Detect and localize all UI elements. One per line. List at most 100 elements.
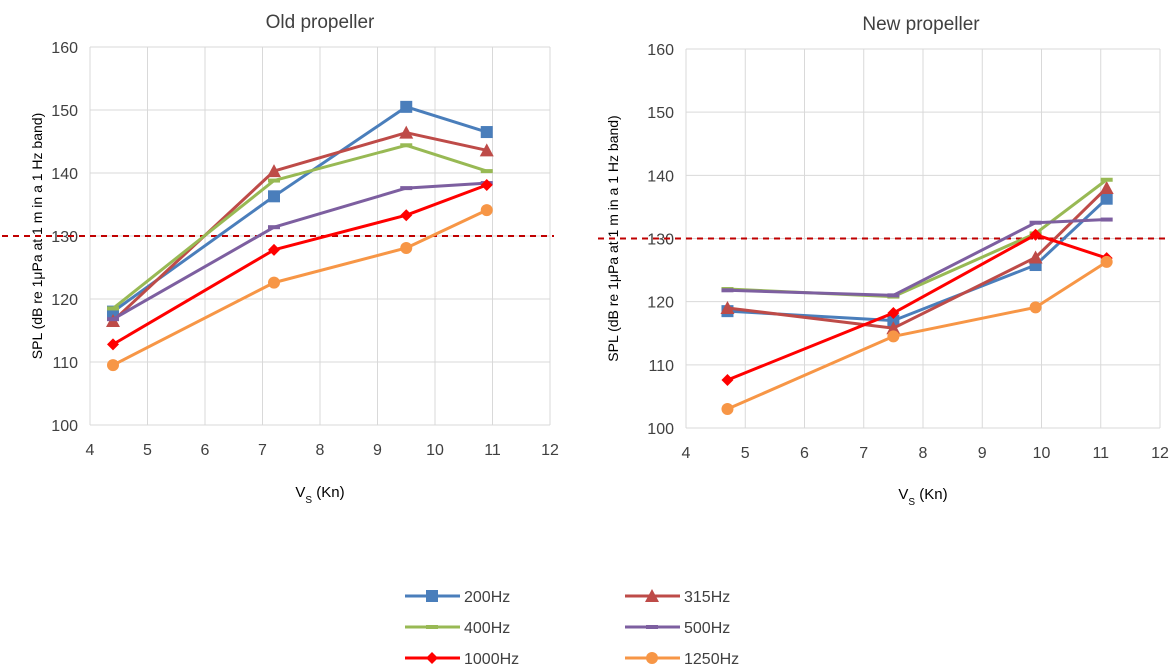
data-point bbox=[400, 143, 413, 148]
y-tick-label: 110 bbox=[52, 355, 78, 372]
data-point bbox=[400, 241, 413, 254]
x-tick-label: 6 bbox=[201, 442, 210, 459]
y-tick-label: 160 bbox=[51, 40, 78, 57]
data-point bbox=[1100, 177, 1113, 182]
series-line bbox=[112, 143, 488, 310]
data-point bbox=[720, 300, 735, 314]
legend-marker bbox=[426, 652, 438, 664]
data-point bbox=[1100, 217, 1113, 222]
series-line bbox=[727, 197, 1108, 323]
x-tick-label: 6 bbox=[800, 445, 809, 462]
x-axis-label: VS (Kn) bbox=[295, 484, 344, 506]
x-tick-label: 11 bbox=[484, 442, 501, 459]
y-tick-label: 140 bbox=[647, 168, 674, 185]
y-tick-label: 120 bbox=[51, 292, 78, 309]
y-tick-label: 130 bbox=[51, 229, 78, 246]
data-point bbox=[1028, 250, 1043, 264]
data-point bbox=[1100, 192, 1113, 205]
data-point bbox=[107, 317, 119, 322]
data-point bbox=[480, 126, 493, 139]
y-tick-label: 150 bbox=[51, 103, 78, 120]
data-point bbox=[887, 314, 900, 327]
data-point bbox=[268, 178, 280, 183]
data-point bbox=[887, 307, 900, 320]
data-point bbox=[1029, 228, 1042, 241]
y-tick-label: 150 bbox=[647, 105, 674, 122]
data-point bbox=[480, 169, 493, 174]
legend: 200Hz 315Hz 400Hz 500Hz 1000Hz 1250Hz bbox=[405, 589, 739, 666]
legend-entry: 1000Hz bbox=[405, 651, 519, 666]
series-line bbox=[726, 233, 1108, 382]
x-tick-label: 8 bbox=[919, 445, 928, 462]
series-1250Hz bbox=[721, 255, 1113, 416]
series-200Hz bbox=[721, 192, 1113, 327]
data-point bbox=[479, 143, 494, 157]
legend-label: 400Hz bbox=[464, 620, 510, 637]
series-315Hz bbox=[720, 180, 1114, 335]
series-1000Hz bbox=[721, 228, 1113, 386]
y-tick-label: 120 bbox=[647, 295, 674, 312]
legend-marker bbox=[426, 590, 438, 602]
x-tick-label: 7 bbox=[859, 445, 868, 462]
series-1000Hz bbox=[107, 178, 493, 351]
y-tick-label: 110 bbox=[648, 358, 674, 375]
data-point bbox=[887, 293, 900, 298]
legend-marker bbox=[646, 652, 658, 664]
series-line bbox=[112, 181, 487, 321]
legend-label: 1000Hz bbox=[464, 651, 519, 666]
series-line bbox=[111, 131, 488, 323]
chart-title: New propeller bbox=[862, 14, 980, 35]
series-1250Hz bbox=[107, 204, 493, 372]
data-point bbox=[887, 330, 900, 343]
legend-label: 500Hz bbox=[684, 620, 730, 637]
legend-entry: 500Hz bbox=[625, 620, 730, 637]
x-tick-label: 4 bbox=[86, 442, 95, 459]
x-axis-label: VS (Kn) bbox=[898, 486, 947, 508]
data-point bbox=[886, 321, 901, 335]
data-point bbox=[268, 190, 280, 203]
x-tick-label: 9 bbox=[373, 442, 382, 459]
data-point bbox=[480, 178, 493, 191]
data-point bbox=[399, 125, 414, 139]
legend-entry: 315Hz bbox=[625, 589, 730, 606]
series-line bbox=[727, 186, 1108, 330]
data-point bbox=[721, 403, 734, 416]
data-point bbox=[107, 338, 119, 351]
data-point bbox=[480, 204, 493, 217]
data-point bbox=[268, 276, 280, 289]
legend-marker bbox=[645, 589, 659, 602]
x-tick-label: 5 bbox=[143, 442, 152, 459]
x-tick-label: 8 bbox=[316, 442, 325, 459]
data-point bbox=[1029, 220, 1042, 225]
data-point bbox=[107, 306, 119, 311]
data-point bbox=[107, 359, 119, 372]
legend-entry: 400Hz bbox=[405, 620, 510, 637]
y-tick-label: 100 bbox=[51, 418, 78, 435]
legend-entry: 1250Hz bbox=[625, 651, 739, 666]
x-tick-label: 12 bbox=[541, 442, 559, 459]
data-point bbox=[268, 243, 280, 256]
data-point bbox=[400, 186, 413, 191]
series-line bbox=[727, 218, 1107, 297]
chart-old-propeller: 100 110 120 130 140 150 160 4 5 6 7 8 9 10 11 12 Old pro… bbox=[2, 12, 559, 506]
data-point bbox=[1100, 255, 1113, 268]
series-line bbox=[112, 183, 488, 346]
series-400Hz bbox=[107, 143, 493, 311]
legend-marker bbox=[646, 625, 658, 629]
series-line bbox=[112, 208, 488, 367]
x-tick-label: 7 bbox=[258, 442, 267, 459]
data-point bbox=[721, 373, 734, 386]
legend-label: 200Hz bbox=[464, 589, 510, 606]
y-tick-label: 130 bbox=[647, 232, 674, 249]
x-tick-label: 10 bbox=[426, 442, 444, 459]
x-tick-label: 10 bbox=[1033, 445, 1051, 462]
chart-title: Old propeller bbox=[266, 12, 375, 33]
series-line bbox=[726, 260, 1108, 411]
data-point bbox=[267, 164, 281, 178]
legend-label: 1250Hz bbox=[684, 651, 739, 666]
chart-new-propeller: 100 110 120 130 140 150 160 4 5 6 7 8 9 10 11 12 New pro… bbox=[598, 14, 1169, 508]
series-500Hz bbox=[721, 217, 1113, 298]
x-tick-label: 9 bbox=[978, 445, 987, 462]
data-point bbox=[721, 288, 734, 293]
